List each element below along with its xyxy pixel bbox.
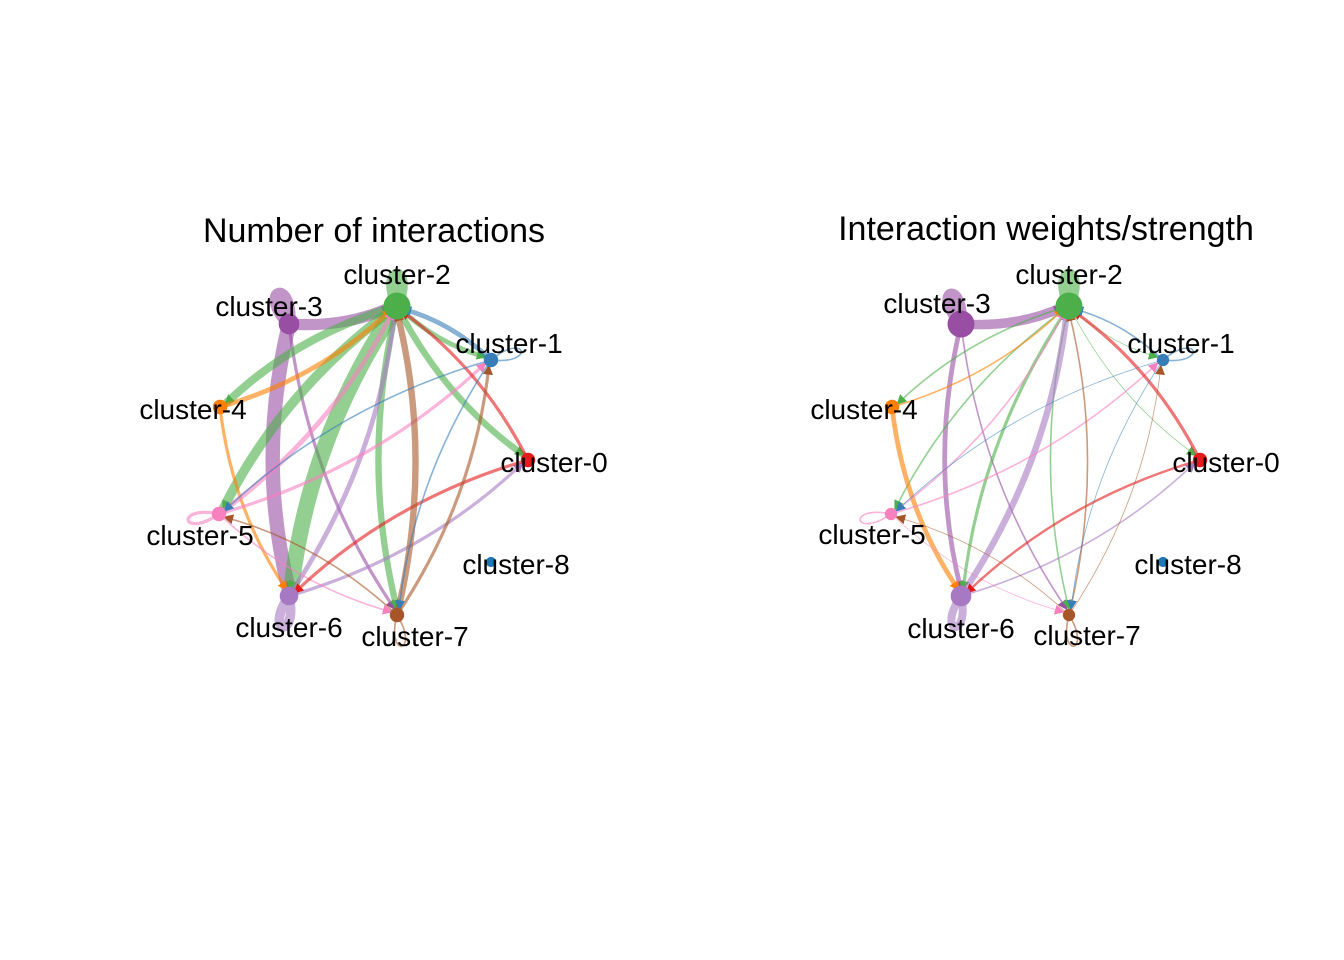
node-label-cluster-0: cluster-0 <box>500 447 607 478</box>
node-cluster-8 <box>1157 556 1169 568</box>
edge-cluster-6-to-cluster-6 <box>274 591 296 632</box>
node-cluster-3 <box>947 310 975 338</box>
edge-cluster-5-to-cluster-2 <box>216 308 396 517</box>
edge-cluster-7-to-cluster-7 <box>393 614 407 647</box>
node-label-cluster-3: cluster-3 <box>215 291 322 322</box>
panel-interaction-weights: cluster-0 cluster-1 cluster-2 cluster-3 clus… <box>810 210 1279 651</box>
edge-cluster-5-to-cluster-5 <box>859 511 892 525</box>
edge-cluster-7-to-cluster-5 <box>223 514 398 616</box>
node-label-cluster-6: cluster-6 <box>907 613 1014 644</box>
node-cluster-5 <box>884 507 898 521</box>
node-label-cluster-8: cluster-8 <box>462 549 569 580</box>
nodes-layer: cluster-0 cluster-1 cluster-2 cluster-3 clus… <box>139 259 607 652</box>
edge-cluster-1-to-cluster-7 <box>1067 359 1164 611</box>
node-cluster-4 <box>212 399 228 415</box>
node-cluster-1 <box>483 352 499 368</box>
node-label-cluster-1: cluster-1 <box>1127 328 1234 359</box>
nodes-layer: cluster-0 cluster-1 cluster-2 cluster-3 clus… <box>810 259 1279 651</box>
edge-cluster-5-to-cluster-5 <box>186 510 221 526</box>
edge-cluster-7-to-cluster-2 <box>1066 311 1089 616</box>
edge-cluster-7-to-cluster-5 <box>895 514 1070 616</box>
node-cluster-2 <box>383 292 411 320</box>
edge-cluster-2-to-cluster-0 <box>393 302 528 459</box>
edge-cluster-5-to-cluster-1 <box>217 361 488 516</box>
node-label-cluster-4: cluster-4 <box>810 394 917 425</box>
node-label-cluster-6: cluster-6 <box>235 612 342 643</box>
edge-cluster-5-to-cluster-7 <box>890 513 1065 615</box>
node-label-cluster-5: cluster-5 <box>146 520 253 551</box>
edge-cluster-6-to-cluster-2 <box>286 309 399 599</box>
node-cluster-8 <box>485 556 497 568</box>
edge-cluster-4-to-cluster-6 <box>218 405 289 592</box>
node-cluster-7 <box>1062 608 1076 622</box>
edge-cluster-1-to-cluster-5 <box>223 359 492 512</box>
edge-cluster-7-to-cluster-1 <box>395 364 493 617</box>
node-label-cluster-1: cluster-1 <box>455 328 562 359</box>
node-label-cluster-8: cluster-8 <box>1134 549 1241 580</box>
edge-cluster-7-to-cluster-7 <box>1065 614 1079 647</box>
edge-cluster-5-to-cluster-7 <box>218 513 393 615</box>
node-cluster-0 <box>520 452 536 468</box>
edge-cluster-2-to-cluster-0 <box>1068 305 1197 457</box>
edge-cluster-0-to-cluster-2 <box>399 308 530 462</box>
edge-cluster-6-to-cluster-0 <box>960 462 1196 597</box>
edge-cluster-6-to-cluster-2 <box>957 308 1071 600</box>
edge-cluster-1-to-cluster-5 <box>895 359 1164 512</box>
edge-cluster-1-to-cluster-2 <box>1073 306 1164 361</box>
edge-cluster-2-to-cluster-4 <box>896 305 1070 405</box>
edge-cluster-1-to-cluster-1 <box>490 347 522 362</box>
panel-title: Number of interactions <box>203 212 545 250</box>
node-label-cluster-0: cluster-0 <box>1172 447 1279 478</box>
node-label-cluster-2: cluster-2 <box>343 259 450 290</box>
edge-cluster-2-to-cluster-5 <box>894 305 1070 511</box>
node-label-cluster-2: cluster-2 <box>1015 259 1122 290</box>
node-cluster-1 <box>1156 353 1170 367</box>
edge-cluster-1-to-cluster-1 <box>1162 347 1194 362</box>
node-cluster-0 <box>1192 452 1208 468</box>
edge-cluster-4-to-cluster-2 <box>217 306 395 410</box>
node-label-cluster-7: cluster-7 <box>361 621 468 652</box>
edge-cluster-1-to-cluster-7 <box>395 359 492 611</box>
edge-cluster-7-to-cluster-2 <box>393 308 419 619</box>
node-label-cluster-5: cluster-5 <box>818 519 925 550</box>
edge-cluster-6-to-cluster-0 <box>287 461 525 598</box>
node-cluster-4 <box>884 399 900 415</box>
node-cluster-6 <box>950 585 972 607</box>
edge-cluster-6-to-cluster-6 <box>947 592 967 631</box>
edge-cluster-3-to-cluster-3 <box>269 287 296 331</box>
node-label-cluster-7: cluster-7 <box>1033 620 1140 651</box>
node-cluster-3 <box>278 313 300 335</box>
panel-title: Interaction weights/strength <box>838 210 1254 248</box>
edge-cluster-7-to-cluster-1 <box>1068 364 1165 616</box>
edge-cluster-2-to-cluster-4 <box>221 302 401 409</box>
node-cluster-7 <box>389 607 405 623</box>
node-cluster-6 <box>279 586 299 606</box>
edge-cluster-5-to-cluster-1 <box>890 362 1159 515</box>
edge-cluster-0-to-cluster-6 <box>965 458 1202 595</box>
node-cluster-5 <box>211 506 227 522</box>
edge-cluster-0-to-cluster-2 <box>1071 308 1202 462</box>
edge-cluster-2-to-cluster-6 <box>959 304 1071 592</box>
edge-cluster-1-to-cluster-2 <box>399 306 494 363</box>
node-label-cluster-4: cluster-4 <box>139 394 246 425</box>
edge-cluster-4-to-cluster-2 <box>891 308 1065 408</box>
panel-number-of-interactions: cluster-0 cluster-1 cluster-2 cluster-3 clus… <box>139 212 607 652</box>
edges-layer <box>186 268 530 647</box>
edge-cluster-5-to-cluster-2 <box>890 309 1066 515</box>
edge-cluster-0-to-cluster-6 <box>292 458 530 595</box>
node-label-cluster-3: cluster-3 <box>883 288 990 319</box>
node-cluster-2 <box>1055 292 1083 320</box>
edge-cluster-4-to-cluster-6 <box>889 404 962 593</box>
